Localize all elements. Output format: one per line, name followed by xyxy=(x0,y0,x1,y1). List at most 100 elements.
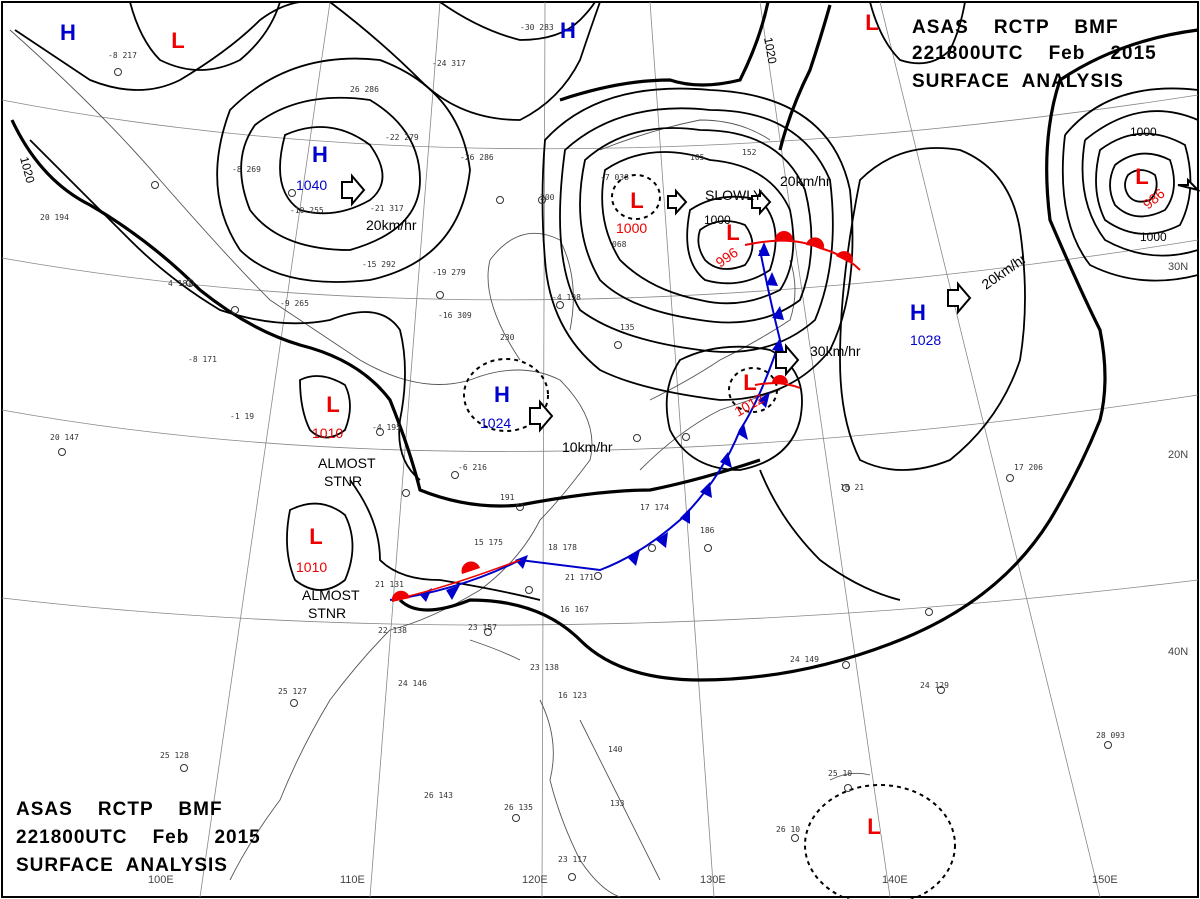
coastlines xyxy=(9,29,871,898)
svg-text:140: 140 xyxy=(608,745,623,754)
header-line-1: ASAS RCTP BMF xyxy=(912,17,1119,38)
svg-text:230: 230 xyxy=(500,333,515,342)
grid-label-150e: 150E xyxy=(1092,874,1118,886)
high-pressure-marker: H xyxy=(560,18,576,43)
warm-front xyxy=(391,231,861,602)
grid-label-120e: 120E xyxy=(522,874,548,886)
grid-label-130e: 130E xyxy=(700,874,726,886)
svg-text:-21 317: -21 317 xyxy=(370,204,404,213)
svg-text:-1 19: -1 19 xyxy=(230,412,254,421)
stnr-label: ALMOST xyxy=(318,455,376,471)
cold-front xyxy=(389,242,784,602)
grid-label-110e: 110E xyxy=(340,874,365,886)
svg-text:20 194: 20 194 xyxy=(40,213,69,222)
svg-text:26 10: 26 10 xyxy=(776,825,800,834)
pressure-value: 1024 xyxy=(480,415,511,431)
svg-text:-8 171: -8 171 xyxy=(188,355,217,364)
pressure-value: 996 xyxy=(713,244,741,271)
station-plots: -8 217 -8 269 -10 255 -21 317 -22 279 26… xyxy=(40,23,1125,864)
high-pressure-marker: H xyxy=(494,382,510,407)
svg-text:23 157: 23 157 xyxy=(468,623,497,632)
low-pressure-marker: L xyxy=(171,28,184,53)
pressure-value: 986 xyxy=(1140,185,1168,212)
grid-label-100e: 100E xyxy=(148,874,174,886)
svg-text:22 138: 22 138 xyxy=(378,626,407,635)
low-pressure-marker: L xyxy=(1135,164,1148,189)
isobar-label: 1000 xyxy=(1130,125,1157,139)
movement-arrows xyxy=(341,173,1200,433)
svg-text:16 167: 16 167 xyxy=(560,605,589,614)
stnr-label: ALMOST xyxy=(302,587,360,603)
svg-text:-8 217: -8 217 xyxy=(108,51,137,60)
isobar-labels: 1020 1020 1000 1000 1000 xyxy=(17,36,1167,244)
low-pressure-marker: L xyxy=(867,814,880,839)
svg-text:135: 135 xyxy=(620,323,635,332)
isobar-label: 1000 xyxy=(704,213,731,227)
svg-text:16 21: 16 21 xyxy=(840,483,864,492)
svg-text:25 127: 25 127 xyxy=(278,687,307,696)
svg-text:24 129: 24 129 xyxy=(920,681,949,690)
high-pressure-marker: H xyxy=(312,142,328,167)
svg-text:15 175: 15 175 xyxy=(474,538,503,547)
svg-text:18 178: 18 178 xyxy=(548,543,577,552)
stnr-label: STNR xyxy=(308,605,346,621)
svg-text:23 117: 23 117 xyxy=(558,855,587,864)
header-line-2: 221800UTC Feb 2015 xyxy=(912,43,1157,64)
svg-text:16 123: 16 123 xyxy=(558,691,587,700)
svg-text:068: 068 xyxy=(612,240,627,249)
pressure-value: 1010 xyxy=(296,559,327,575)
grid-label-20n: 20N xyxy=(1168,449,1188,461)
svg-text:-15 292: -15 292 xyxy=(362,260,396,269)
svg-text:26 286: 26 286 xyxy=(350,85,379,94)
svg-text:191: 191 xyxy=(500,493,515,502)
svg-text:-26 286: -26 286 xyxy=(460,153,494,162)
pressure-value: 1040 xyxy=(296,177,327,193)
svg-text:-6 216: -6 216 xyxy=(458,463,487,472)
annotations: 20km/hr SLOWLY 20km/hr 30km/hr 20km/hr 1… xyxy=(302,173,1029,621)
svg-text:17 206: 17 206 xyxy=(1014,463,1043,472)
speed-label: 20km/hr xyxy=(780,173,831,189)
svg-text:-30 283: -30 283 xyxy=(520,23,554,32)
pressure-value: 1000 xyxy=(616,220,647,236)
svg-text:-9 265: -9 265 xyxy=(280,299,309,308)
svg-text:24 149: 24 149 xyxy=(790,655,819,664)
high-pressure-marker: H xyxy=(60,20,76,45)
speed-label: 20km/hr xyxy=(366,217,417,233)
station-symbols xyxy=(58,68,1112,881)
isobar-label: 1020 xyxy=(761,36,779,65)
dashed-isobars xyxy=(463,174,956,899)
svg-text:26 135: 26 135 xyxy=(504,803,533,812)
footer-line-1: ASAS RCTP BMF xyxy=(16,799,223,820)
svg-text:25 10: 25 10 xyxy=(828,769,852,778)
svg-text:133: 133 xyxy=(610,799,625,808)
svg-text:152: 152 xyxy=(742,148,757,157)
svg-text:-24 317: -24 317 xyxy=(432,59,466,68)
svg-text:-4 198: -4 198 xyxy=(552,293,581,302)
svg-text:17 174: 17 174 xyxy=(640,503,669,512)
svg-text:200: 200 xyxy=(540,193,555,202)
svg-text:25 128: 25 128 xyxy=(160,751,189,760)
pressure-value: 1028 xyxy=(910,332,941,348)
svg-text:-19 279: -19 279 xyxy=(432,268,466,277)
isobar-label: 1000 xyxy=(1140,230,1167,244)
svg-text:186: 186 xyxy=(700,526,715,535)
low-pressure-marker: L xyxy=(743,370,756,395)
speed-label: 10km/hr xyxy=(562,439,613,455)
svg-text:-16 309: -16 309 xyxy=(438,311,472,320)
low-pressure-marker: L xyxy=(630,188,643,213)
grid-label-40n: 40N xyxy=(1168,646,1188,658)
grid-label-140e: 140E xyxy=(882,874,908,886)
low-pressure-marker: L xyxy=(726,220,739,245)
svg-text:24 146: 24 146 xyxy=(398,679,427,688)
speed-label: SLOWLY xyxy=(705,187,763,203)
svg-text:21 131: 21 131 xyxy=(375,580,404,589)
speed-label: 30km/hr xyxy=(810,343,861,359)
svg-text:4 181: 4 181 xyxy=(168,279,192,288)
svg-text:-22 279: -22 279 xyxy=(385,133,419,142)
isobar-label: 1020 xyxy=(17,155,38,185)
grid-label-30n: 30N xyxy=(1168,261,1188,273)
svg-text:-4 195: -4 195 xyxy=(372,423,401,432)
svg-text:-10 255: -10 255 xyxy=(290,206,324,215)
footer-line-2: 221800UTC Feb 2015 xyxy=(16,827,261,848)
